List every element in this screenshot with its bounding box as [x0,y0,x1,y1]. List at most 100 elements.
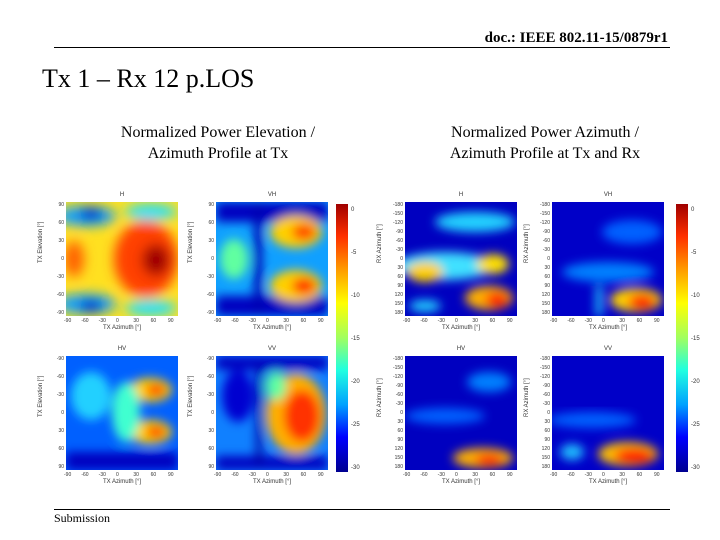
heatmap-image [216,202,328,316]
x-tick-label: -90 [214,318,222,324]
y-tick-label: 0 [547,256,550,262]
x-axis-label: TX Azimuth [°] [588,479,628,485]
y-tick-label: 60 [397,274,403,280]
right-caption-line1: Normalized Power Azimuth / [451,124,639,141]
y-tick-label: 60 [58,220,64,226]
y-tick-label: 180 [541,310,550,316]
colorbar-tick-label: -30 [691,465,700,471]
y-tick-label: -60 [395,392,403,398]
y-tick-label: 180 [394,310,403,316]
x-tick-label: 30 [133,472,139,478]
y-tick-label: -90 [56,310,64,316]
x-tick-label: 0 [602,472,605,478]
right-caption-line2: Azimuth Profile at Tx and Rx [449,145,641,162]
y-tick-label: 150 [394,455,403,461]
y-tick-label: 90 [58,464,64,470]
x-tick-label: 60 [489,318,496,324]
x-tick-label: 30 [472,318,478,324]
x-tick-label: -60 [567,318,575,324]
left-panel-vv: VV -90 -60 -30 0 30 60 90 -90 -60 -30 0 30 60 90 TX Az… [188,346,328,485]
panel-title: VV [267,346,276,352]
x-tick-label: -30 [248,318,256,324]
colorbar-tick-label: -5 [351,250,357,256]
y-tick-label: 30 [397,265,403,271]
x-tick-label: -90 [550,318,558,324]
y-tick-label: 120 [394,446,403,452]
x-tick-label: -60 [231,472,239,478]
x-tick-label: 30 [619,318,625,324]
x-tick-label: -60 [420,318,428,324]
x-tick-label: -90 [64,318,72,324]
y-tick-label: -90 [542,383,550,389]
left-panel-hv: HV -90 -60 -30 0 30 60 90 -90 -60 -30 0 30 60 90 TX Az… [38,346,178,485]
left-caption-line1: Normalized Power Elevation / [120,124,316,141]
x-tick-label: -90 [403,472,411,478]
x-tick-label: -60 [231,318,239,324]
y-tick-label: 150 [394,301,403,307]
x-axis-label: TX Azimuth [°] [252,325,292,331]
panel-title: HV [456,346,466,352]
x-tick-label: 90 [654,472,660,478]
x-tick-label: -90 [214,472,222,478]
x-tick-label: 60 [300,318,307,324]
y-tick-label: -30 [206,392,214,398]
x-tick-label: -90 [64,472,72,478]
x-tick-label: 0 [116,318,119,324]
y-tick-label: 120 [394,292,403,298]
x-tick-label: -60 [81,318,89,324]
right-panel-vv: VV -180 -150 -120 -90 -60 -30 0 30 60 90 120 150 180… [524,346,664,485]
x-tick-label: 60 [150,472,157,478]
left-caption-line2: Azimuth Profile at Tx [147,145,289,162]
x-tick-label: -60 [81,472,89,478]
x-tick-label: -60 [567,472,575,478]
y-tick-label: -30 [395,247,403,253]
document-id: doc.: IEEE 802.11-15/0879r1 [484,30,668,46]
panel-title: VH [267,192,277,198]
y-tick-label: -30 [56,392,64,398]
x-tick-label: 0 [602,318,605,324]
y-tick-label: 60 [208,446,214,452]
y-tick-label: -90 [206,356,214,362]
heatmap-image [552,202,664,316]
y-axis-label: RX Azimuth [°] [524,378,530,417]
y-tick-label: -60 [206,292,214,298]
x-tick-label: 60 [636,472,643,478]
x-axis-label: TX Azimuth [°] [588,325,628,331]
y-axis-label: RX Azimuth [°] [524,224,530,263]
x-tick-label: 90 [168,472,174,478]
x-tick-label: 90 [654,318,660,324]
right-colorbar [676,204,688,472]
panel-title: H [458,192,464,198]
y-tick-label: 180 [541,464,550,470]
footer-rule [54,509,670,510]
colorbar-tick-label: -15 [691,336,700,342]
y-tick-label: -60 [206,374,214,380]
x-tick-label: 60 [150,318,157,324]
y-tick-label: -90 [542,229,550,235]
y-tick-label: -180 [539,356,550,362]
y-tick-label: 30 [544,419,550,425]
y-tick-label: -120 [539,220,550,226]
slide-title: Tx 1 – Rx 12 p.LOS [42,64,255,93]
x-tick-label: -90 [403,318,411,324]
y-tick-label: 90 [208,202,214,208]
colorbar-tick-label: 0 [351,207,355,213]
y-tick-label: 90 [397,437,403,443]
x-tick-label: 30 [472,472,478,478]
heatmap-image [66,356,178,470]
y-tick-label: 0 [211,256,214,262]
colorbar-tick-label: -25 [351,422,360,428]
y-tick-label: -60 [542,238,550,244]
y-tick-label: 30 [58,238,64,244]
panel-title: H [119,192,125,198]
x-tick-label: 60 [489,472,496,478]
y-tick-label: 30 [397,419,403,425]
x-tick-label: -30 [98,318,106,324]
y-tick-label: 0 [61,410,64,416]
y-tick-label: -90 [395,229,403,235]
x-tick-label: -30 [437,472,445,478]
y-tick-label: 90 [208,464,214,470]
colorbar-tick-label: -20 [691,379,700,385]
y-tick-label: 30 [208,238,214,244]
colorbar-tick-label: -30 [351,465,360,471]
